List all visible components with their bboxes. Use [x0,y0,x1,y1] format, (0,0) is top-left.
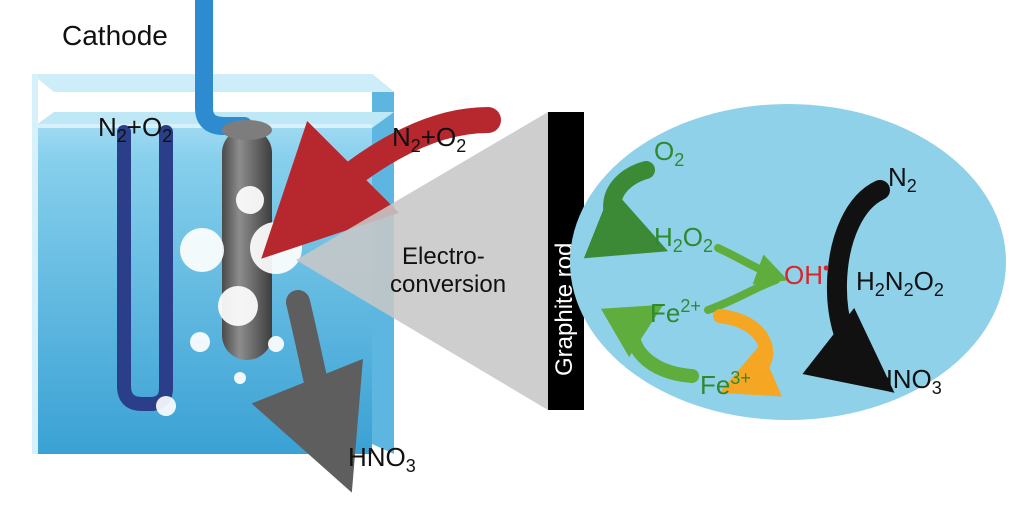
cathode-label: Cathode [62,20,168,51]
label-oh: OH• [784,258,829,290]
electroconversion-label-2: conversion [390,271,506,298]
label-hno3: HNO3 [874,364,942,398]
gas-inlet-pipe [204,0,244,126]
electroconversion-label-1: Electro- [402,243,485,270]
n2o2-in-label: N2+O2 [392,122,466,156]
hno3-out-label: HNO3 [348,442,416,476]
label-h2n2o2: H2N2O2 [856,266,944,300]
n2o2-tank-label: N2+O2 [98,112,172,146]
